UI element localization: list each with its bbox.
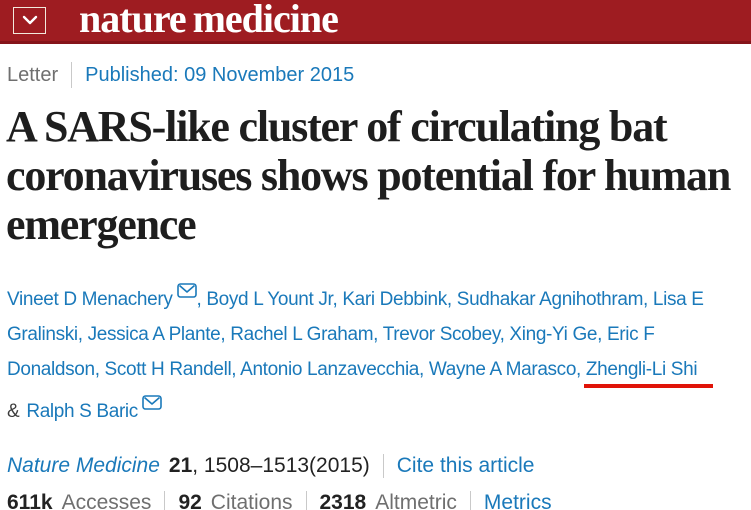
published-date: Published: 09 November 2015	[85, 63, 355, 86]
citations-value: 92	[178, 491, 202, 510]
citations-label: Citations	[210, 491, 293, 510]
author-line-1: Vineet D Menachery , Boyd L Yount Jr, Kar…	[7, 275, 751, 317]
pages-year: , 1508–1513(2015)	[192, 454, 370, 477]
author-link-menachery[interactable]: Vineet D Menachery	[7, 289, 173, 310]
article-title-line3: emergence	[6, 200, 197, 249]
article-meta-row: Letter Published: 09 November 2015	[7, 62, 751, 88]
citations-metric: 92 Citations	[178, 491, 292, 510]
article-title-line2: coronaviruses shows potential for human	[6, 151, 731, 200]
author-line-2: Gralinski, Jessica A Plante, Rachel L Gr…	[7, 317, 751, 352]
chevron-down-icon	[22, 12, 38, 30]
altmetric-label: Altmetric	[375, 491, 457, 510]
journal-masthead: nature medicine	[0, 0, 751, 44]
volume-number: 21	[168, 454, 193, 477]
cite-this-article-link[interactable]: Cite this article	[396, 454, 535, 477]
journal-link[interactable]: Nature Medicine	[7, 454, 160, 477]
accesses-label: Accesses	[61, 491, 152, 510]
journal-logo[interactable]: nature medicine	[79, 0, 339, 41]
author-list: Vineet D Menachery , Boyd L Yount Jr, Kar…	[7, 275, 751, 429]
journal-logo-word1: nature	[79, 0, 187, 41]
journal-logo-word2: medicine	[192, 0, 339, 41]
author-names[interactable]: , Boyd L Yount Jr, Kari Debbink, Sudhaka…	[196, 289, 704, 310]
article-title-line1: A SARS-like cluster of circulating bat	[6, 102, 668, 151]
email-envelope-icon[interactable]	[142, 394, 162, 415]
metrics-link[interactable]: Metrics	[483, 491, 552, 510]
citation-row: Nature Medicine 21, 1508–1513(2015) Cite …	[7, 454, 751, 478]
article-title: A SARS-like cluster of circulating bat c…	[6, 102, 751, 249]
metrics-divider	[469, 491, 471, 510]
citation-divider	[382, 454, 384, 478]
meta-divider	[71, 62, 73, 88]
ampersand-separator: &	[7, 401, 20, 422]
author-link-zhengli-li-shi-underlined[interactable]: Zhengli-Li Shi	[583, 352, 714, 388]
author-line-3: Donaldson, Scott H Randell, Antonio Lanz…	[7, 352, 751, 388]
author-line-4: & Ralph S Baric	[7, 387, 751, 429]
metrics-row: 611k Accesses 92 Citations 2318 Altmetric M…	[7, 491, 751, 510]
author-link-baric[interactable]: Ralph S Baric	[26, 401, 138, 422]
author-names[interactable]: Donaldson, Scott H Randell, Antonio Lanz…	[7, 359, 586, 380]
altmetric-metric: 2318 Altmetric	[320, 491, 457, 510]
article-type-label: Letter	[7, 63, 59, 86]
altmetric-value: 2318	[319, 491, 367, 510]
metrics-divider	[305, 491, 307, 510]
accesses-metric: 611k Accesses	[7, 491, 151, 510]
email-envelope-icon[interactable]	[176, 282, 197, 303]
author-names[interactable]: Gralinski, Jessica A Plante, Rachel L Gr…	[7, 324, 655, 345]
accesses-value: 611k	[7, 491, 53, 510]
journal-menu-button[interactable]	[13, 7, 46, 34]
citation-text: Nature Medicine 21, 1508–1513(2015)	[7, 454, 370, 478]
metrics-divider	[164, 491, 166, 510]
